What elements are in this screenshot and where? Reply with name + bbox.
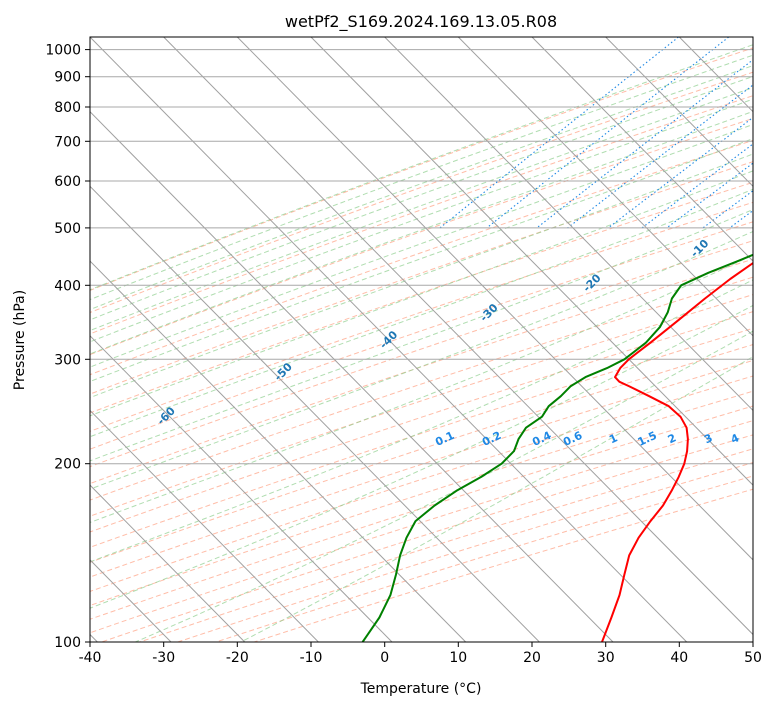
x-tick-label: 0 bbox=[380, 650, 389, 666]
x-tick-label: 40 bbox=[670, 650, 688, 666]
dry-adiabat-line bbox=[90, 161, 753, 395]
dewpoint-profile-line bbox=[361, 253, 753, 642]
moist-adiabat-line bbox=[90, 98, 753, 343]
y-tick-label: 500 bbox=[54, 221, 81, 237]
moist-adiabat-line bbox=[90, 153, 753, 399]
isotherm-line bbox=[384, 37, 753, 412]
isotherm-line bbox=[236, 37, 753, 561]
moist-adiabat-line bbox=[90, 170, 753, 417]
temperature-profile-line bbox=[601, 261, 753, 642]
isotherm-line bbox=[90, 335, 393, 642]
y-axis-label: Pressure (hPa) bbox=[12, 290, 28, 390]
isotherm-line bbox=[90, 111, 614, 642]
moist-adiabat-line bbox=[90, 138, 753, 383]
y-tick-label: 200 bbox=[54, 457, 81, 473]
isotherm-line bbox=[605, 37, 753, 188]
moist-adiabat-line bbox=[90, 230, 753, 490]
moist-adiabat-line bbox=[240, 356, 753, 642]
isotherm-line bbox=[90, 260, 467, 642]
y-tick-label: 800 bbox=[54, 100, 81, 116]
isotherm-line bbox=[90, 185, 540, 642]
x-tick-label: -20 bbox=[226, 650, 249, 666]
y-tick-label: 400 bbox=[54, 278, 81, 294]
dry-adiabat-line bbox=[90, 47, 753, 291]
moist-adiabat-line bbox=[90, 87, 753, 332]
y-tick-label: 600 bbox=[54, 174, 81, 190]
x-tick-label: 50 bbox=[744, 650, 762, 666]
moist-adiabat-line bbox=[90, 279, 753, 563]
pressure-gridlines bbox=[90, 49, 753, 642]
dry-adiabat-line bbox=[90, 201, 753, 432]
dry-adiabat-line bbox=[90, 221, 753, 450]
mixing-ratio-line bbox=[607, 116, 753, 229]
moist-adiabat-line bbox=[90, 123, 753, 368]
plot-area: 0.10.20.40.611.52346810131620253036-100-… bbox=[89, 36, 754, 643]
moist-adiabat-line bbox=[90, 44, 753, 291]
isotherm-line bbox=[163, 37, 753, 636]
isotherms bbox=[90, 37, 753, 642]
plot-frame bbox=[89, 36, 754, 643]
x-tick-label: -30 bbox=[152, 650, 175, 666]
dry-adiabat-line bbox=[90, 95, 753, 335]
x-tick-label: 20 bbox=[523, 650, 541, 666]
dry-adiabats bbox=[90, 47, 753, 642]
isotherm-line bbox=[310, 37, 753, 486]
x-axis-label: Temperature (°C) bbox=[360, 681, 482, 697]
isotherm-line bbox=[90, 484, 246, 642]
x-axis: -40 -30 -20 -10 0 10 20 30 40 50 bbox=[79, 642, 762, 666]
y-tick-label: 700 bbox=[54, 134, 81, 150]
dry-adiabat-line bbox=[90, 117, 753, 356]
x-tick-label: 30 bbox=[597, 650, 615, 666]
isotherm-line bbox=[90, 37, 688, 642]
chart-title: wetPf2_S169.2024.169.13.05.R08 bbox=[285, 12, 557, 32]
x-tick-label: -40 bbox=[79, 650, 102, 666]
mixing-ratio-line bbox=[536, 59, 753, 229]
y-tick-label: 900 bbox=[54, 70, 81, 86]
isotherm-line bbox=[457, 37, 753, 337]
y-tick-label: 1000 bbox=[45, 43, 81, 59]
y-tick-label: 100 bbox=[54, 635, 81, 651]
mixing-ratio-line bbox=[567, 84, 753, 229]
moist-adiabat-line bbox=[90, 110, 753, 355]
isotherm-line bbox=[531, 37, 753, 262]
mixing-ratio-lines bbox=[439, 37, 753, 229]
moist-adiabat-line bbox=[135, 330, 753, 642]
y-axis: 100 200 300 400 500 600 700 800 900 1000 bbox=[45, 43, 90, 651]
mixing-ratio-line bbox=[439, 37, 679, 229]
dry-adiabat-line bbox=[90, 181, 753, 414]
isotherm-line bbox=[90, 409, 319, 642]
moist-adiabat-line bbox=[90, 188, 753, 438]
x-tick-label: 10 bbox=[449, 650, 467, 666]
moist-adiabats bbox=[90, 44, 753, 642]
y-tick-label: 300 bbox=[54, 352, 81, 368]
moist-adiabat-line bbox=[90, 208, 753, 462]
x-tick-label: -10 bbox=[300, 650, 323, 666]
profile-series bbox=[361, 253, 753, 642]
